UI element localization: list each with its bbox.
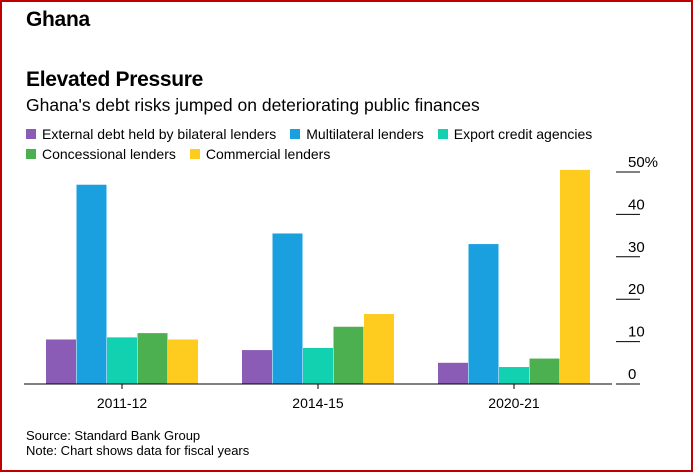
y-tick-label: 0 <box>628 366 636 383</box>
legend-swatch <box>26 129 36 139</box>
bar <box>529 358 560 384</box>
source-text: Source: Standard Bank Group <box>26 428 201 443</box>
note-text: Note: Chart shows data for fiscal years <box>26 443 250 458</box>
legend-label: External debt held by bilateral lenders <box>42 126 277 142</box>
legend-item: Multilateral lenders <box>290 124 424 144</box>
chart-subtitle: Ghana's debt risks jumped on deteriorati… <box>26 95 480 115</box>
legend-row: Concessional lenders Commercial lenders <box>26 144 666 164</box>
legend-item: External debt held by bilateral lenders <box>26 124 276 144</box>
bar <box>76 184 107 384</box>
y-tick-label: 10 <box>628 324 645 341</box>
x-tick-label: 2020-21 <box>488 395 540 411</box>
bar <box>364 314 394 384</box>
legend-item: Concessional lenders <box>26 144 176 164</box>
legend-label: Concessional lenders <box>42 146 176 162</box>
bar <box>333 326 364 384</box>
bar <box>137 333 168 384</box>
bar <box>438 362 468 384</box>
bar <box>272 233 303 384</box>
bar <box>107 337 137 384</box>
region-label: Ghana <box>26 8 90 31</box>
y-tick-label: 30 <box>628 239 645 256</box>
legend-row: External debt held by bilateral lenders M… <box>26 124 666 144</box>
bar <box>560 169 590 384</box>
legend-swatch <box>26 149 36 159</box>
y-tick-label: 50% <box>628 154 658 171</box>
x-tick-label: 2014-15 <box>292 395 344 411</box>
legend-label: Multilateral lenders <box>306 126 424 142</box>
chart-legend: External debt held by bilateral lenders M… <box>26 124 666 164</box>
bar <box>499 367 529 384</box>
legend-item: Commercial lenders <box>189 144 331 164</box>
legend-item: Export credit agencies <box>437 124 593 144</box>
legend-label: Export credit agencies <box>453 126 593 142</box>
bar <box>168 339 198 384</box>
bar <box>46 339 76 384</box>
y-tick-label: 40 <box>628 196 645 213</box>
legend-swatch <box>290 129 301 139</box>
legend-swatch <box>189 149 200 159</box>
y-tick-label: 20 <box>628 281 645 298</box>
bar <box>242 350 272 384</box>
x-tick-label: 2011-12 <box>97 395 148 411</box>
chart-footer: Source: Standard Bank Group Note: Chart … <box>26 428 249 458</box>
legend-label: Commercial lenders <box>205 146 331 162</box>
chart-title: Elevated Pressure <box>26 68 204 91</box>
legend-swatch <box>437 129 448 139</box>
bar <box>468 244 499 384</box>
bar <box>303 347 333 384</box>
